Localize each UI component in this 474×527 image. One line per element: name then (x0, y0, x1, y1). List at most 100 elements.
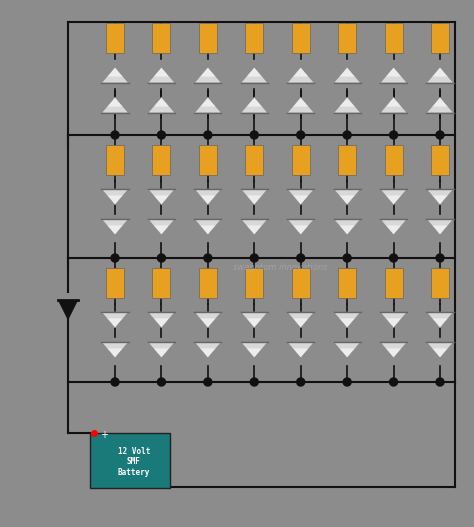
Polygon shape (101, 342, 128, 358)
Polygon shape (334, 67, 361, 83)
Polygon shape (108, 348, 122, 357)
Polygon shape (101, 219, 128, 235)
Polygon shape (334, 97, 361, 113)
Bar (338, 268, 356, 298)
Polygon shape (334, 97, 361, 113)
Polygon shape (154, 196, 169, 204)
Circle shape (343, 254, 351, 262)
Polygon shape (194, 219, 221, 235)
Polygon shape (194, 312, 221, 328)
Bar (292, 23, 310, 53)
Bar (338, 145, 356, 175)
Bar (199, 145, 217, 175)
Polygon shape (201, 196, 215, 204)
Polygon shape (148, 189, 175, 205)
Bar (292, 145, 310, 175)
Circle shape (204, 254, 212, 262)
Polygon shape (194, 67, 221, 83)
Polygon shape (287, 189, 314, 205)
Polygon shape (101, 342, 128, 358)
Polygon shape (108, 98, 122, 106)
Polygon shape (241, 312, 268, 328)
Circle shape (204, 131, 212, 139)
Polygon shape (241, 97, 268, 113)
Circle shape (111, 378, 119, 386)
Bar (153, 268, 171, 298)
Polygon shape (247, 68, 262, 76)
Polygon shape (293, 348, 308, 357)
Polygon shape (241, 342, 268, 358)
Polygon shape (58, 300, 78, 319)
Polygon shape (148, 342, 175, 358)
Bar (431, 23, 449, 53)
Polygon shape (340, 226, 355, 234)
Polygon shape (287, 67, 314, 83)
Polygon shape (287, 219, 314, 235)
Bar (245, 145, 263, 175)
Polygon shape (154, 68, 169, 76)
Polygon shape (194, 97, 221, 113)
Polygon shape (148, 97, 175, 113)
Polygon shape (194, 189, 221, 205)
Polygon shape (108, 68, 122, 76)
Polygon shape (427, 67, 454, 83)
Polygon shape (380, 67, 407, 83)
Circle shape (157, 378, 165, 386)
Bar (384, 23, 402, 53)
Polygon shape (380, 67, 407, 83)
Text: +: + (100, 430, 108, 440)
Polygon shape (247, 348, 262, 357)
Polygon shape (287, 67, 314, 83)
Bar (153, 23, 171, 53)
Polygon shape (148, 97, 175, 113)
Polygon shape (201, 348, 215, 357)
Polygon shape (154, 348, 169, 357)
Polygon shape (287, 312, 314, 328)
Polygon shape (148, 312, 175, 328)
Polygon shape (148, 312, 175, 328)
Polygon shape (108, 196, 122, 204)
Polygon shape (386, 68, 401, 76)
Polygon shape (427, 342, 454, 358)
Polygon shape (287, 189, 314, 205)
Circle shape (157, 131, 165, 139)
Bar (199, 23, 217, 53)
Polygon shape (148, 219, 175, 235)
Polygon shape (340, 196, 355, 204)
Polygon shape (380, 342, 407, 358)
Polygon shape (427, 67, 454, 83)
Polygon shape (427, 219, 454, 235)
Polygon shape (432, 98, 447, 106)
Polygon shape (154, 98, 169, 106)
Polygon shape (287, 97, 314, 113)
Polygon shape (293, 196, 308, 204)
Polygon shape (334, 312, 361, 328)
Polygon shape (241, 189, 268, 205)
Polygon shape (386, 226, 401, 234)
Polygon shape (293, 98, 308, 106)
Polygon shape (427, 189, 454, 205)
Polygon shape (334, 342, 361, 358)
Circle shape (297, 254, 305, 262)
Polygon shape (334, 312, 361, 328)
Polygon shape (427, 312, 454, 328)
Polygon shape (427, 219, 454, 235)
Polygon shape (380, 189, 407, 205)
Polygon shape (287, 97, 314, 113)
Polygon shape (427, 312, 454, 328)
Text: 12 Volt
SMF
Battery: 12 Volt SMF Battery (118, 447, 150, 477)
Circle shape (297, 131, 305, 139)
Polygon shape (380, 219, 407, 235)
Polygon shape (386, 196, 401, 204)
Polygon shape (101, 97, 128, 113)
Polygon shape (293, 318, 308, 327)
Bar (431, 145, 449, 175)
Circle shape (436, 254, 444, 262)
Circle shape (343, 378, 351, 386)
Polygon shape (432, 68, 447, 76)
Polygon shape (247, 98, 262, 106)
Polygon shape (101, 312, 128, 328)
Bar (384, 268, 402, 298)
Polygon shape (340, 68, 355, 76)
Polygon shape (287, 219, 314, 235)
